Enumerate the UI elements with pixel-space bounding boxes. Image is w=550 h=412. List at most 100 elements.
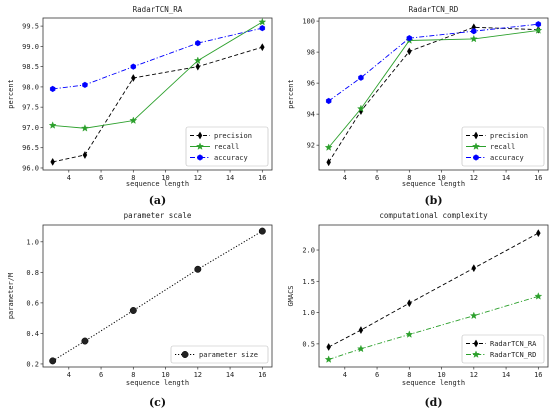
data-point [357, 104, 365, 113]
chart-panel-d: computational complexity 4 6 8 10 12 14 16 0.5 1.… [287, 211, 549, 409]
data-point [471, 28, 477, 35]
series-accuracy [325, 21, 542, 105]
y-tick-label: 96 [307, 80, 315, 88]
panel-label: (c) [149, 396, 166, 409]
data-point [534, 292, 543, 300]
chart-panel-a: RadarTCN_RA 4 6 8 10 12 14 16 96.0 96.5 97.0 97.5 98… [7, 5, 273, 207]
data-point [534, 26, 543, 34]
series-line [52, 21, 263, 129]
data-point [324, 143, 333, 151]
x-tick-label: 6 [375, 174, 379, 182]
x-axis-label: sequence length [402, 180, 465, 188]
x-axis-label: sequence length [126, 379, 189, 387]
series-parameter size [49, 227, 266, 365]
x-tick-label: 12 [470, 174, 478, 182]
y-axis-label: parameter/M [7, 273, 15, 319]
y-axis-label: percent [7, 79, 15, 109]
legend-label: accuracy [490, 154, 524, 162]
x-tick-label: 12 [470, 371, 478, 379]
legend-item: accuracy [190, 154, 248, 162]
data-point [358, 74, 364, 81]
legend-marker [181, 351, 189, 358]
y-tick-label: 1.5 [302, 278, 315, 286]
chart-title: RadarTCN_RA [133, 5, 183, 14]
legend-marker [472, 350, 480, 358]
y-tick-label: 0.5 [302, 340, 315, 348]
y-tick-label: 0.2 [26, 360, 39, 368]
x-tick-label: 6 [375, 371, 379, 379]
plot-frame [318, 224, 549, 368]
legend-box [185, 126, 269, 167]
data-point [195, 40, 201, 47]
series-line [52, 27, 263, 90]
legend: precision recall accuracy [185, 126, 269, 167]
panel-label: (d) [424, 396, 442, 409]
y-tick-label: 1.0 [302, 309, 315, 317]
y-tick-label: 98.5 [22, 63, 39, 71]
series-RadarTCN_RD [324, 292, 543, 363]
legend-label: recall [214, 143, 239, 151]
data-point [324, 355, 333, 363]
data-point [130, 63, 137, 70]
x-tick-label: 10 [437, 174, 445, 182]
data-point [357, 344, 365, 353]
x-tick-label: 10 [161, 174, 169, 182]
series-precision [50, 43, 265, 166]
y-tick-label: 98 [307, 49, 315, 57]
y-tick-label: 98.0 [22, 83, 39, 91]
x-tick-label: 4 [67, 371, 71, 379]
y-axis-label: GMACS [287, 285, 295, 306]
plot-frame [42, 224, 273, 368]
data-point [194, 265, 202, 273]
y-tick-label: 0.8 [26, 269, 39, 277]
legend-item: recall [190, 142, 239, 151]
y-tick-label: 1.0 [26, 238, 39, 246]
legend-marker [473, 131, 479, 140]
legend-item: recall [466, 142, 515, 151]
x-tick-label: 10 [161, 371, 169, 379]
data-point [195, 62, 201, 71]
data-point [82, 81, 88, 89]
chart-title: RadarTCN_RD [409, 5, 459, 14]
data-point [535, 21, 542, 28]
data-point [469, 311, 478, 320]
data-point [325, 97, 332, 105]
data-point [49, 357, 57, 365]
legend: precision recall accuracy [461, 126, 545, 167]
chart-title: computational complexity [379, 211, 488, 220]
x-tick-label: 10 [437, 371, 445, 379]
chart-panel-b: RadarTCN_RD 4 6 8 10 12 14 16 92 94 96 98 100 sequenc… [287, 5, 549, 207]
legend-item: precision [190, 131, 252, 140]
data-point [48, 121, 57, 129]
x-tick-label: 6 [99, 371, 103, 379]
y-tick-label: 100 [302, 18, 315, 26]
data-point [469, 34, 478, 43]
legend-label: recall [490, 143, 515, 151]
x-tick-label: 8 [131, 174, 135, 182]
plot-frame [318, 17, 549, 171]
data-point [326, 158, 331, 167]
x-tick-label: 4 [343, 174, 347, 182]
chart-panel-c: parameter scale 4 6 8 10 12 14 16 0.2 0.4 0.6 0.8 1.… [7, 211, 273, 409]
data-point [129, 116, 138, 124]
x-tick-label: 8 [407, 371, 411, 379]
data-point [326, 343, 331, 351]
legend-item: parameter size [175, 351, 258, 359]
legend-label: RadarTCN_RA [490, 340, 537, 348]
panel-label: (a) [149, 194, 167, 207]
legend-marker [197, 154, 203, 161]
x-tick-label: 12 [194, 371, 202, 379]
x-axis-label: sequence length [126, 180, 189, 188]
x-tick-label: 6 [99, 174, 103, 182]
data-point [82, 151, 88, 159]
series-accuracy [49, 25, 266, 93]
data-point [49, 85, 56, 93]
series-line [328, 23, 539, 102]
legend-marker [473, 154, 479, 161]
legend-box [461, 126, 545, 167]
x-tick-label: 16 [534, 371, 542, 379]
data-point [131, 74, 136, 82]
x-tick-label: 8 [131, 371, 135, 379]
legend-item: RadarTCN_RD [466, 350, 536, 359]
